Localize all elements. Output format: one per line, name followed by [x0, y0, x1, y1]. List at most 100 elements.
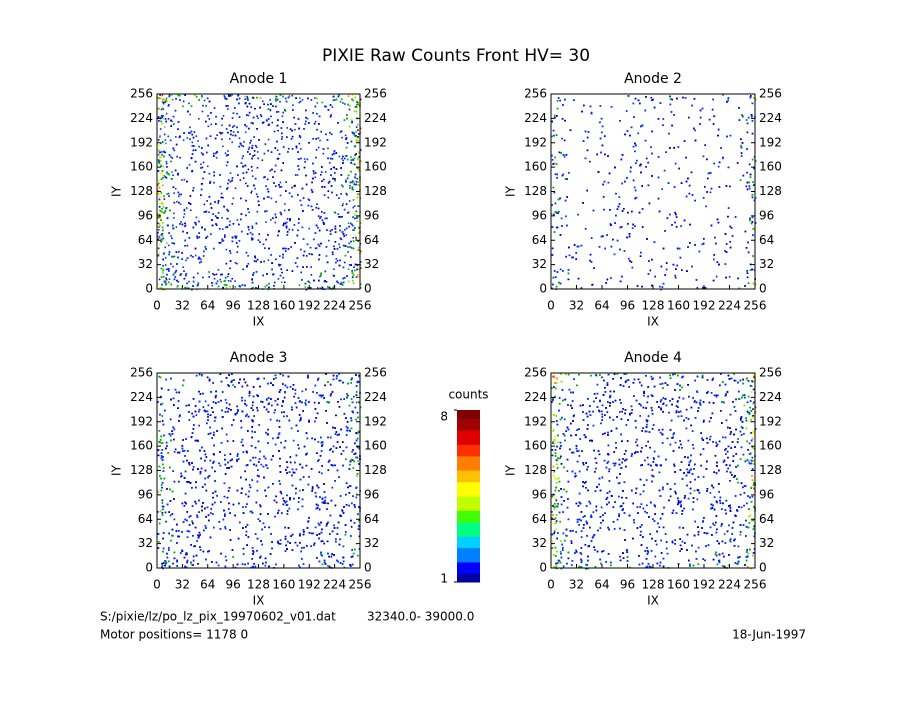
pixel — [659, 102, 662, 104]
pixel — [236, 219, 239, 221]
pixel — [586, 149, 589, 152]
pixel — [342, 244, 345, 247]
pixel — [305, 109, 307, 112]
pixel — [297, 165, 299, 167]
pixel — [316, 203, 318, 205]
pixel — [558, 281, 560, 284]
pixel — [186, 287, 189, 289]
pixel — [190, 105, 193, 107]
pixel — [356, 101, 359, 104]
pixel — [696, 287, 699, 289]
pixel — [159, 215, 162, 218]
y2-tick-label: 96 — [364, 208, 379, 222]
pixel — [645, 157, 648, 160]
pixel — [287, 248, 290, 250]
pixel — [183, 225, 186, 228]
pixel — [241, 230, 243, 233]
pixel — [175, 143, 178, 146]
pixel — [256, 287, 258, 290]
pixel — [157, 254, 160, 257]
pixel — [285, 190, 287, 192]
pixel — [315, 138, 317, 140]
pixel — [602, 235, 604, 237]
pixel — [615, 214, 617, 217]
pixel — [358, 184, 360, 186]
pixel — [284, 281, 286, 284]
pixel — [740, 145, 742, 147]
pixel — [224, 96, 226, 99]
pixel — [277, 111, 280, 113]
pixel — [329, 157, 332, 160]
pixel — [219, 174, 221, 176]
pixel — [603, 208, 605, 211]
pixel — [172, 256, 174, 258]
pixel — [751, 216, 754, 219]
pixel — [748, 187, 751, 190]
pixel — [206, 165, 209, 168]
pixel — [229, 260, 232, 262]
pixel — [168, 154, 171, 156]
pixel — [355, 210, 358, 213]
pixel — [714, 236, 716, 239]
pixel — [335, 152, 338, 154]
pixel — [748, 181, 750, 184]
pixel — [228, 95, 230, 97]
pixel — [301, 226, 304, 229]
pixel — [724, 263, 727, 265]
pixel — [165, 268, 168, 271]
pixel — [286, 136, 288, 138]
pixel — [552, 276, 555, 279]
pixel — [210, 207, 213, 209]
pixel — [355, 131, 358, 133]
pixel — [290, 246, 292, 248]
pixel — [232, 197, 235, 200]
pixel — [157, 170, 160, 172]
pixel — [282, 256, 284, 259]
pixel — [249, 231, 252, 234]
pixel — [551, 247, 554, 250]
pixel — [351, 94, 354, 96]
pixel — [342, 202, 344, 205]
pixel — [271, 121, 274, 124]
pixel — [334, 231, 337, 233]
y-tick-label: 192 — [130, 135, 153, 149]
pixel — [626, 236, 628, 239]
pixel — [649, 269, 652, 272]
pixel — [691, 194, 694, 196]
pixel — [162, 177, 164, 179]
pixel — [349, 222, 352, 225]
pixel — [162, 101, 165, 104]
pixel — [279, 181, 282, 184]
pixel — [354, 214, 356, 216]
pixel — [159, 156, 162, 159]
pixel — [673, 147, 675, 149]
pixel — [555, 134, 558, 136]
pixel — [239, 179, 242, 181]
pixel — [344, 245, 347, 247]
pixel — [157, 232, 159, 234]
pixel — [339, 259, 341, 262]
pixel — [738, 119, 741, 121]
pixel — [740, 138, 742, 140]
pixel — [162, 98, 164, 101]
pixel — [267, 103, 269, 106]
pixel — [731, 235, 734, 237]
pixel — [553, 213, 555, 216]
pixel — [159, 94, 161, 96]
y-tick-label: 64 — [138, 233, 153, 247]
pixel — [161, 154, 163, 156]
pixel — [165, 172, 168, 175]
pixel — [258, 139, 260, 141]
pixel — [275, 216, 277, 219]
pixel — [586, 189, 588, 192]
pixel — [352, 247, 355, 250]
pixel — [225, 248, 228, 251]
pixel — [209, 203, 212, 205]
pixel — [352, 224, 354, 227]
pixel — [162, 117, 165, 120]
pixel — [282, 162, 284, 164]
pixel — [338, 197, 340, 199]
pixel — [262, 100, 264, 103]
x-tick-label: 192 — [298, 299, 321, 313]
pixel — [160, 240, 162, 243]
